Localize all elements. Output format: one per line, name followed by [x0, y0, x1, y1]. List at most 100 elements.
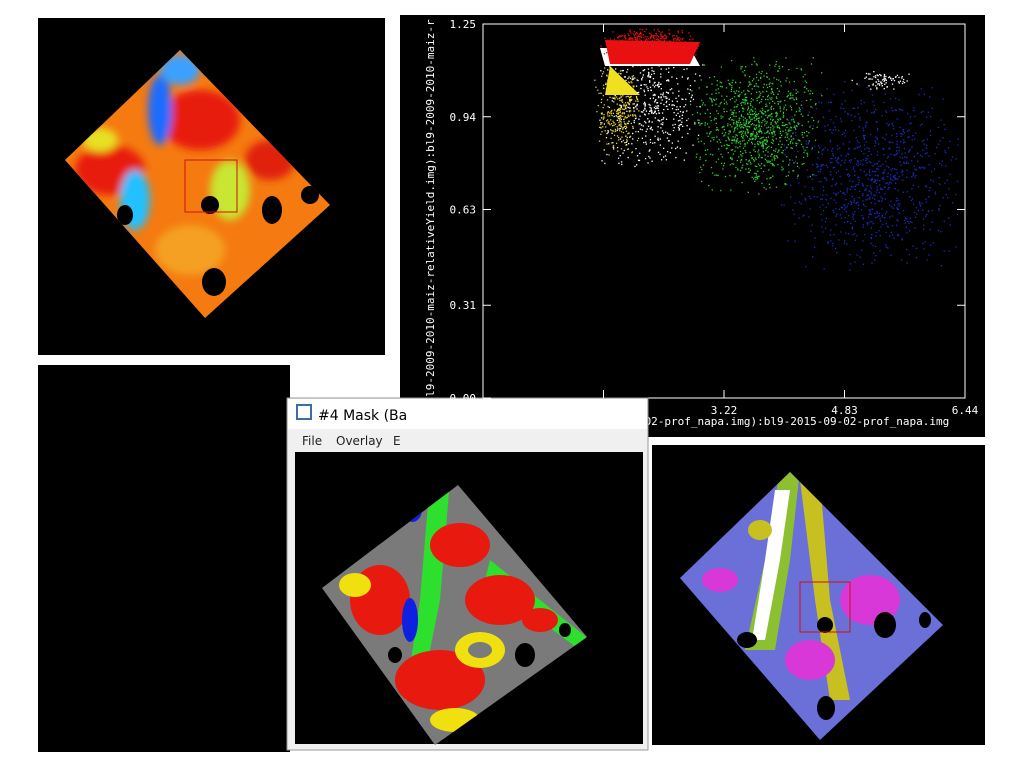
- density-pixel: [774, 157, 776, 159]
- density-pixel: [844, 159, 846, 161]
- density-pixel: [804, 74, 806, 76]
- density-pixel: [904, 219, 906, 221]
- density-pixel: [643, 89, 645, 91]
- density-pixel: [772, 100, 774, 102]
- density-pixel: [640, 31, 642, 34]
- density-pixel: [806, 88, 808, 90]
- density-pixel: [769, 114, 771, 116]
- density-pixel: [757, 86, 760, 88]
- density-pixel: [612, 145, 615, 147]
- density-pixel: [618, 123, 620, 126]
- density-pixel: [665, 37, 667, 39]
- density-pixel: [648, 150, 650, 152]
- density-pixel: [873, 170, 875, 173]
- density-pixel: [861, 183, 864, 185]
- density-pixel: [770, 108, 772, 110]
- density-pixel: [847, 233, 850, 235]
- density-pixel: [738, 90, 740, 93]
- density-pixel: [851, 228, 853, 230]
- density-pixel: [779, 117, 781, 120]
- density-pixel: [618, 109, 621, 111]
- density-pixel: [888, 166, 890, 168]
- density-pixel: [841, 133, 843, 135]
- density-pixel: [771, 97, 773, 99]
- density-pixel: [699, 105, 701, 108]
- density-pixel: [736, 140, 738, 143]
- density-pixel: [633, 120, 635, 122]
- density-pixel: [844, 81, 846, 83]
- density-pixel: [774, 130, 776, 132]
- density-pixel: [882, 163, 884, 166]
- density-pixel: [900, 259, 903, 261]
- density-pixel: [694, 80, 696, 82]
- density-pixel: [925, 215, 927, 217]
- density-pixel: [607, 115, 609, 117]
- density-pixel: [853, 198, 855, 200]
- density-pixel: [925, 198, 927, 200]
- density-pixel: [877, 78, 879, 81]
- density-pixel: [744, 101, 746, 103]
- density-pixel: [677, 112, 679, 115]
- density-pixel: [821, 149, 823, 151]
- density-pixel: [873, 104, 875, 106]
- density-pixel: [745, 159, 747, 161]
- density-pixel: [813, 196, 815, 198]
- density-pixel: [870, 153, 872, 155]
- density-pixel: [877, 129, 879, 131]
- density-pixel: [792, 209, 794, 211]
- density-pixel: [763, 140, 765, 142]
- density-pixel: [709, 97, 711, 99]
- density-pixel: [747, 163, 749, 165]
- density-pixel: [881, 178, 883, 180]
- density-pixel: [874, 179, 876, 181]
- density-pixel: [777, 103, 779, 105]
- density-pixel: [875, 136, 877, 138]
- density-pixel: [920, 167, 922, 169]
- density-pixel: [896, 152, 899, 154]
- density-pixel: [943, 124, 945, 126]
- density-pixel: [880, 226, 882, 228]
- menu-item[interactable]: E: [393, 434, 401, 448]
- menu-item[interactable]: File: [302, 434, 322, 448]
- density-pixel: [753, 57, 755, 59]
- density-pixel: [772, 164, 774, 166]
- density-pixel: [831, 161, 833, 164]
- density-pixel: [903, 82, 906, 84]
- density-pixel: [892, 78, 894, 80]
- density-pixel: [832, 147, 834, 150]
- density-pixel: [758, 193, 760, 195]
- density-pixel: [882, 148, 884, 150]
- density-pixel: [745, 134, 747, 136]
- density-pixel: [636, 155, 639, 157]
- density-pixel: [886, 182, 888, 184]
- density-pixel: [769, 160, 771, 163]
- density-pixel: [901, 157, 904, 159]
- density-pixel: [899, 203, 901, 205]
- density-pixel: [649, 139, 652, 141]
- density-pixel: [844, 111, 846, 113]
- density-pixel: [858, 126, 861, 128]
- density-pixel: [667, 140, 670, 142]
- density-pixel: [742, 110, 744, 112]
- density-pixel: [600, 45, 602, 47]
- density-pixel: [857, 204, 860, 206]
- density-pixel: [631, 38, 633, 40]
- density-pixel: [636, 36, 638, 38]
- density-pixel: [652, 36, 654, 39]
- density-pixel: [789, 123, 791, 125]
- density-pixel: [660, 93, 662, 95]
- density-pixel: [763, 113, 765, 115]
- density-pixel: [620, 106, 622, 108]
- density-pixel: [795, 128, 797, 130]
- density-pixel: [923, 93, 926, 95]
- density-pixel: [600, 92, 602, 94]
- density-pixel: [642, 76, 644, 78]
- density-pixel: [736, 134, 738, 137]
- density-pixel: [832, 178, 834, 180]
- density-pixel: [871, 262, 873, 264]
- density-pixel: [868, 209, 870, 211]
- density-pixel: [840, 206, 842, 209]
- density-pixel: [772, 142, 774, 144]
- density-pixel: [868, 171, 871, 173]
- menu-item[interactable]: Overlay: [336, 434, 383, 448]
